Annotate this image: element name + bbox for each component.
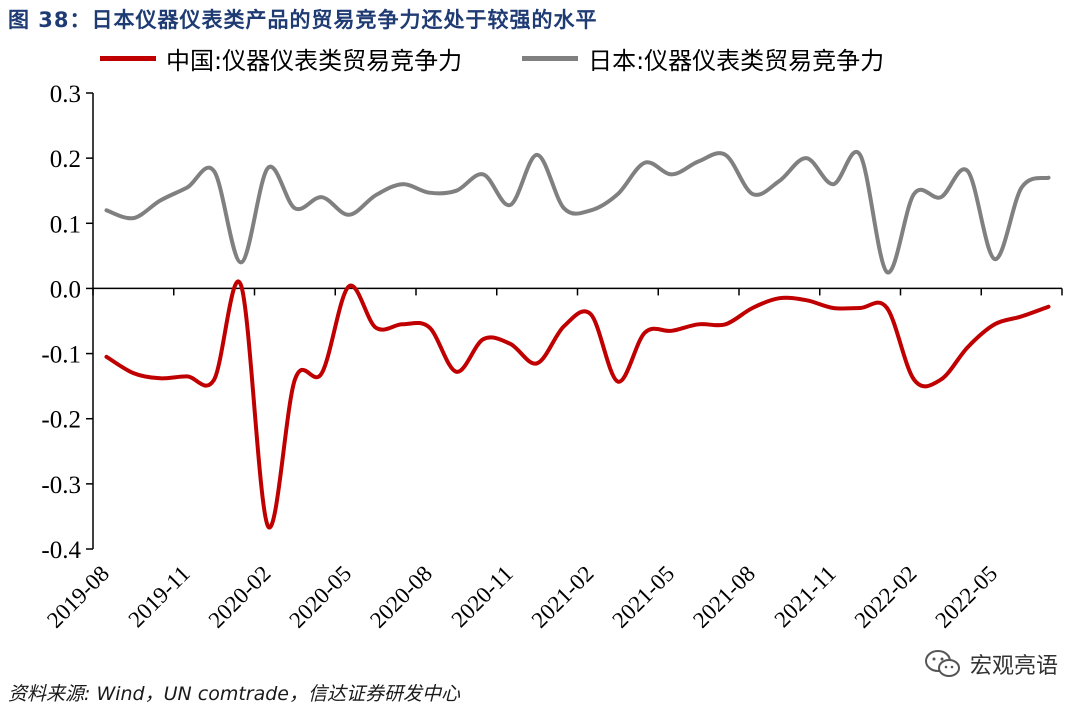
y-tick-label: 0.3	[50, 81, 81, 108]
x-tick-label: 2020-02	[204, 561, 276, 633]
legend-swatch-china	[100, 55, 156, 61]
legend: 中国:仪器仪表类贸易竞争力 日本:仪器仪表类贸易竞争力	[100, 40, 884, 76]
y-tick-label: -0.2	[41, 407, 81, 434]
x-tick-label: 2021-11	[769, 561, 840, 632]
y-tick-label: -0.1	[41, 342, 81, 369]
x-tick-label: 2020-08	[365, 561, 437, 633]
legend-label-japan: 日本:仪器仪表类贸易竞争力	[588, 46, 885, 75]
y-tick-label: 0.1	[50, 211, 81, 238]
figure-title: 图 38：日本仪器仪表类产品的贸易竞争力还处于较强的水平	[8, 8, 598, 32]
y-tick-label: -0.4	[41, 537, 81, 564]
x-tick-label: 2020-05	[284, 561, 356, 633]
x-tick-label: 2022-02	[850, 561, 922, 633]
legend-item-china: 中国:仪器仪表类贸易竞争力	[100, 41, 462, 76]
x-tick-label: 2019-08	[42, 561, 114, 633]
x-tick-label: 2021-05	[607, 561, 679, 633]
series-line-japan	[104, 150, 1051, 275]
legend-swatch-japan	[522, 55, 579, 61]
series-line-china	[104, 279, 1051, 530]
x-tick-label: 2021-08	[688, 561, 760, 633]
x-tick-label: 2021-02	[527, 561, 599, 633]
legend-label-china: 中国:仪器仪表类贸易竞争力	[166, 46, 463, 75]
wechat-icon	[924, 650, 960, 677]
y-tick-label: -0.3	[41, 472, 81, 499]
watermark-text: 宏观亮语	[969, 654, 1058, 679]
source-note: 资料来源: Wind，UN comtrade，信达证券研发中心	[8, 683, 461, 705]
watermark: 宏观亮语	[924, 648, 1058, 680]
x-tick-label: 2022-05	[930, 561, 1002, 633]
legend-item-japan: 日本:仪器仪表类贸易竞争力	[522, 41, 884, 76]
y-tick-label: 0.0	[50, 276, 81, 303]
x-tick-label: 2019-11	[123, 561, 194, 632]
x-tick-label: 2020-11	[446, 561, 517, 632]
y-tick-label: 0.2	[50, 146, 81, 173]
